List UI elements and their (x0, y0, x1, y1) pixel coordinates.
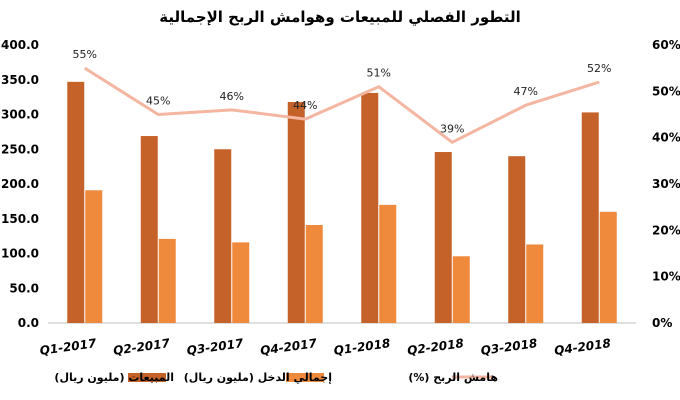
margin-data-label: 51% (367, 67, 391, 80)
margin-line (83, 66, 600, 144)
legend-label: إجمالي الدخل (مليون ريال) (184, 371, 332, 384)
y-left-tick-label: 300.0 (1, 108, 39, 122)
gross-income-bar (85, 190, 103, 323)
x-tick-label: Q4-2017 (259, 336, 318, 358)
margin-data-label: 44% (293, 99, 317, 112)
gross-income-bar (526, 244, 544, 323)
y-left-tick-label: 0.0 (18, 316, 39, 330)
sales-bar (361, 92, 379, 323)
legend-swatch (286, 373, 324, 382)
x-tick-label: Q1-2017 (39, 336, 98, 358)
margin-data-label: 52% (587, 62, 611, 75)
y-right-tick-label: 50% (652, 84, 680, 98)
y-left-tick-label: 150.0 (1, 212, 39, 226)
gross-income-bar (379, 204, 397, 323)
y-left-tick-label: 250.0 (1, 142, 39, 156)
y-right-tick-label: 60% (652, 38, 680, 52)
margin-data-label: 45% (146, 95, 170, 108)
x-tick-label: Q3-2018 (480, 336, 538, 358)
y-right-tick-label: 20% (652, 223, 680, 237)
gross-income-bar (232, 242, 250, 323)
margin-data-label: 47% (514, 85, 538, 98)
x-tick-label: Q2-2017 (112, 336, 171, 358)
axes: 0.0 50.0 100.0 150.0 200.0 250.0 300.0 350.0 400… (1, 38, 680, 358)
y-left-tick-label: 200.0 (1, 177, 39, 191)
y-left-tick-label: 400.0 (1, 38, 39, 52)
y-right-tick-label: 40% (652, 131, 680, 145)
legend-label: المبيعات (مليون ريال) (54, 371, 174, 384)
y-right-tick-label: 30% (652, 177, 680, 191)
margin-data-label: 46% (220, 90, 244, 103)
x-tick-label: Q2-2018 (406, 336, 464, 358)
y-right-tick-label: 0% (652, 316, 672, 330)
sales-bar (214, 149, 232, 323)
legend-label: هامش الربح (%) (408, 371, 498, 384)
sales-bar (581, 112, 599, 323)
sales-bar (67, 81, 85, 324)
gross-income-bar (158, 238, 176, 323)
chart-title: التطور الفصلي للمبيعات وهوامش الربح الإج… (159, 8, 521, 26)
gross-income-bar (305, 225, 323, 323)
y-left-tick-label: 350.0 (1, 73, 39, 87)
legend-swatch (128, 373, 166, 382)
sales-bar (140, 136, 158, 323)
y-left-tick-label: 50.0 (9, 281, 39, 295)
x-tick-label: Q4-2018 (553, 336, 611, 358)
gross-income-bar (599, 211, 617, 323)
margin-data-label: 39% (440, 122, 464, 135)
margin-line-group: 55% 45% 46% 44% 51% 39% 47% 52% (73, 48, 611, 144)
sales-bar (287, 101, 305, 324)
bars-group (67, 81, 617, 324)
margin-data-label: 55% (73, 48, 97, 61)
y-left-tick-label: 100.0 (1, 247, 39, 261)
y-right-tick-label: 10% (652, 270, 680, 284)
sales-bar (508, 156, 526, 323)
x-tick-label: Q1-2018 (333, 336, 391, 358)
x-tick-label: Q3-2017 (186, 336, 245, 358)
sales-bar (434, 152, 452, 323)
legend: المبيعات (مليون ريال) إجمالي الدخل (مليون… (54, 371, 498, 384)
gross-income-bar (452, 256, 470, 323)
